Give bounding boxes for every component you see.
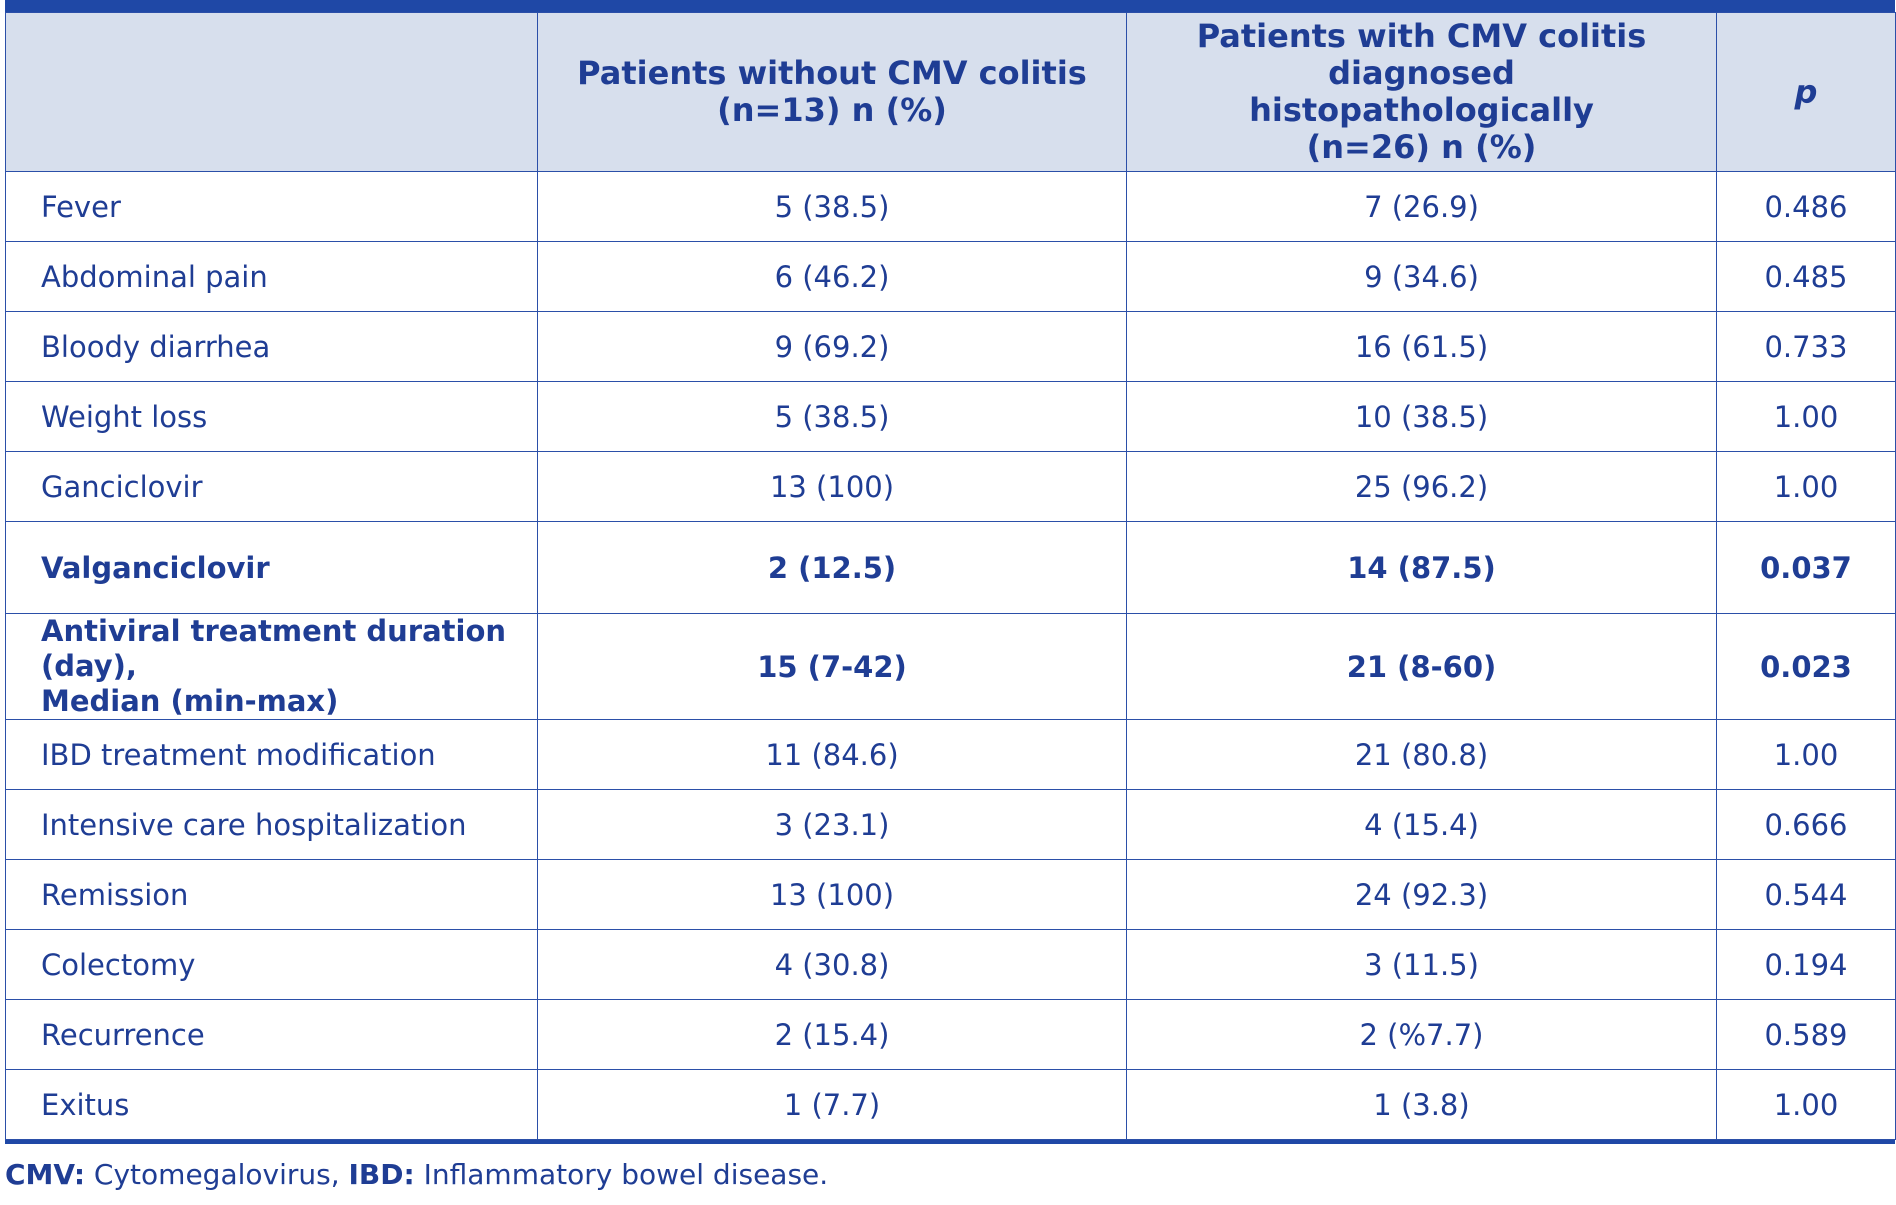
cell-with: 21 (80.8) xyxy=(1126,719,1717,790)
results-table-container: Patients without CMV colitis (n=13) n (%… xyxy=(5,0,1896,1144)
cell-without: 11 (84.6) xyxy=(537,719,1127,790)
cell-without: 3 (23.1) xyxy=(537,789,1127,860)
table-row: Ganciclovir 13 (100) 25 (96.2) 1.00 xyxy=(5,451,1896,522)
cell-p: 1.00 xyxy=(1716,381,1896,452)
header-with-cmv-line2: histopathologically xyxy=(1249,91,1594,129)
cell-without: 13 (100) xyxy=(537,859,1127,930)
row-label: Ganciclovir xyxy=(5,451,538,522)
cell-with: 14 (87.5) xyxy=(1126,521,1717,614)
cell-p: 0.544 xyxy=(1716,859,1896,930)
cell-without: 15 (7-42) xyxy=(537,613,1127,720)
table-footnote: CMV: Cytomegalovirus, IBD: Inflammatory … xyxy=(5,1158,828,1191)
header-without-cmv-line2: (n=13) n (%) xyxy=(717,91,947,129)
row-label: Antiviral treatment duration (day), Medi… xyxy=(5,613,538,720)
cell-with: 24 (92.3) xyxy=(1126,859,1717,930)
table-top-rule xyxy=(5,0,1895,12)
cell-with: 9 (34.6) xyxy=(1126,241,1717,312)
table-row: Remission 13 (100) 24 (92.3) 0.544 xyxy=(5,859,1896,930)
cell-without: 2 (12.5) xyxy=(537,521,1127,614)
header-p-value: p xyxy=(1716,12,1896,172)
cell-p: 0.666 xyxy=(1716,789,1896,860)
cell-p: 0.485 xyxy=(1716,241,1896,312)
table-row: Colectomy 4 (30.8) 3 (11.5) 0.194 xyxy=(5,929,1896,1000)
cell-p: 1.00 xyxy=(1716,719,1896,790)
cell-without: 13 (100) xyxy=(537,451,1127,522)
row-label: Bloody diarrhea xyxy=(5,311,538,382)
header-without-cmv: Patients without CMV colitis (n=13) n (%… xyxy=(537,12,1127,172)
cell-p: 0.589 xyxy=(1716,999,1896,1070)
cell-p: 0.037 xyxy=(1716,521,1896,614)
cell-p: 1.00 xyxy=(1716,451,1896,522)
cell-with: 16 (61.5) xyxy=(1126,311,1717,382)
row-label: Exitus xyxy=(5,1069,538,1140)
footnote-def-cmv: Cytomegalovirus, xyxy=(85,1158,349,1191)
header-empty xyxy=(5,12,538,172)
cell-without: 4 (30.8) xyxy=(537,929,1127,1000)
footnote-abbr-cmv: CMV: xyxy=(5,1158,86,1191)
row-label-line1: Antiviral treatment duration (day), xyxy=(41,614,507,683)
table-row: Weight loss 5 (38.5) 10 (38.5) 1.00 xyxy=(5,381,1896,452)
row-label: Colectomy xyxy=(5,929,538,1000)
cell-p: 0.023 xyxy=(1716,613,1896,720)
header-with-cmv-line1: Patients with CMV colitis diagnosed xyxy=(1196,17,1647,92)
cell-with: 7 (26.9) xyxy=(1126,171,1717,242)
row-label: IBD treatment modification xyxy=(5,719,538,790)
table-row: Bloody diarrhea 9 (69.2) 16 (61.5) 0.733 xyxy=(5,311,1896,382)
row-label: Recurrence xyxy=(5,999,538,1070)
table-row: Intensive care hospitalization 3 (23.1) … xyxy=(5,789,1896,860)
cell-p: 1.00 xyxy=(1716,1069,1896,1140)
table-row: Antiviral treatment duration (day), Medi… xyxy=(5,613,1896,720)
cell-without: 2 (15.4) xyxy=(537,999,1127,1070)
cell-p: 0.194 xyxy=(1716,929,1896,1000)
header-with-cmv-line3: (n=26) n (%) xyxy=(1306,128,1537,166)
row-label: Fever xyxy=(5,171,538,242)
table-bottom-rule xyxy=(5,1140,1895,1144)
table-row: Fever 5 (38.5) 7 (26.9) 0.486 xyxy=(5,171,1896,242)
footnote-def-ibd: Inflammatory bowel disease. xyxy=(414,1158,829,1191)
cell-with: 10 (38.5) xyxy=(1126,381,1717,452)
footnote-abbr-ibd: IBD: xyxy=(348,1158,415,1191)
row-label: Valganciclovir xyxy=(5,521,538,614)
cell-without: 5 (38.5) xyxy=(537,381,1127,452)
header-without-cmv-line1: Patients without CMV colitis xyxy=(577,54,1087,92)
results-table: Patients without CMV colitis (n=13) n (%… xyxy=(5,12,1896,1140)
table-row: IBD treatment modification 11 (84.6) 21 … xyxy=(5,719,1896,790)
row-label: Abdominal pain xyxy=(5,241,538,312)
row-label: Weight loss xyxy=(5,381,538,452)
row-label: Intensive care hospitalization xyxy=(5,789,538,860)
table-row: Abdominal pain 6 (46.2) 9 (34.6) 0.485 xyxy=(5,241,1896,312)
cell-without: 5 (38.5) xyxy=(537,171,1127,242)
cell-without: 9 (69.2) xyxy=(537,311,1127,382)
header-with-cmv: Patients with CMV colitis diagnosed hist… xyxy=(1126,12,1717,172)
cell-p: 0.486 xyxy=(1716,171,1896,242)
cell-without: 1 (7.7) xyxy=(537,1069,1127,1140)
row-label-line2: Median (min-max) xyxy=(41,684,339,718)
cell-with: 2 (%7.7) xyxy=(1126,999,1717,1070)
table-row: Valganciclovir 2 (12.5) 14 (87.5) 0.037 xyxy=(5,521,1896,614)
table-row: Exitus 1 (7.7) 1 (3.8) 1.00 xyxy=(5,1069,1896,1140)
cell-with: 4 (15.4) xyxy=(1126,789,1717,860)
cell-p: 0.733 xyxy=(1716,311,1896,382)
cell-with: 3 (11.5) xyxy=(1126,929,1717,1000)
row-label: Remission xyxy=(5,859,538,930)
cell-without: 6 (46.2) xyxy=(537,241,1127,312)
cell-with: 21 (8-60) xyxy=(1126,613,1717,720)
table-row: Recurrence 2 (15.4) 2 (%7.7) 0.589 xyxy=(5,999,1896,1070)
table-header-row: Patients without CMV colitis (n=13) n (%… xyxy=(5,12,1896,172)
cell-with: 1 (3.8) xyxy=(1126,1069,1717,1140)
cell-with: 25 (96.2) xyxy=(1126,451,1717,522)
